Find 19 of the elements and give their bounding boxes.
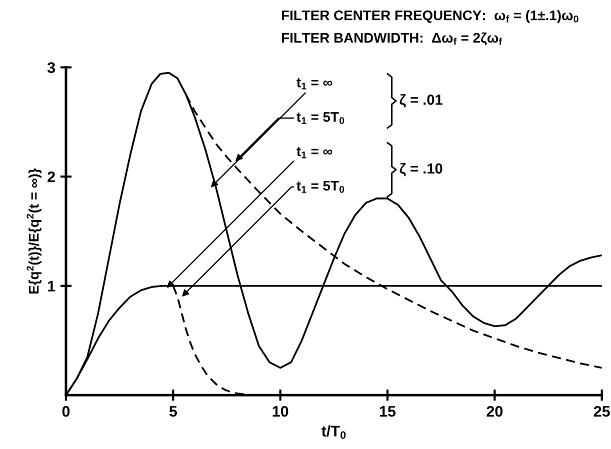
x-tick-label: 20	[486, 406, 503, 417]
annotation: t$_{1}$ = 5T$_{0}$	[296, 112, 344, 124]
y-tick-label: 2	[48, 171, 55, 182]
y-tick-label: 3	[47, 62, 56, 74]
x-tick-label: 5	[169, 406, 177, 417]
annotation: t$_{1}$ = ∞	[296, 78, 332, 90]
annotation: t$_{1}$ = 5T$_{0}$	[296, 180, 344, 193]
annotation: ζ = .10	[400, 162, 442, 176]
chart-subtitle: FILTER BANDWIDTH: Δω$_{f}$ = 2ζω$_{f}$	[282, 32, 502, 46]
x-tick-label: 10	[272, 406, 288, 417]
y-axis-title: E{q$^{2}$(t)}/E{q$^{2}$(t = ∞)}	[26, 168, 42, 294]
annotation: t$_{1}$ = ∞	[296, 146, 332, 158]
chart-title: FILTER CENTER FREQUENCY: ω$_{f}$ = (1±.1)ω$_{0}$	[282, 10, 578, 24]
y-tick-label: 1	[48, 280, 56, 292]
x-tick-label: 0	[62, 406, 70, 417]
x-axis-title: t/T$_{0}$	[321, 425, 346, 439]
x-tick-label: 15	[380, 406, 396, 417]
annotation: ζ = .01	[400, 94, 442, 108]
x-tick-label: 25	[594, 406, 610, 417]
